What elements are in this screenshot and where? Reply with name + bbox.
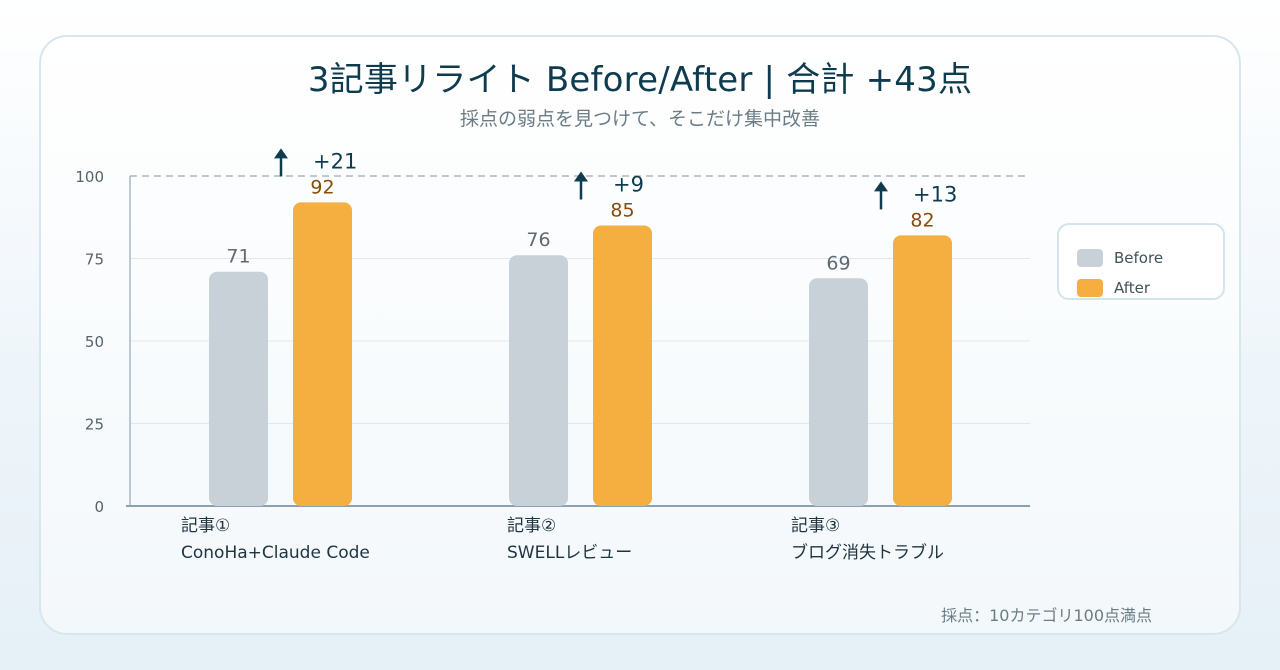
bar-before-1	[209, 271, 268, 506]
bar-after-1	[293, 202, 352, 506]
category-label-2-line1: 記事②	[507, 516, 557, 536]
value-label-after-1: 92	[310, 176, 334, 198]
legend-item-before: Before	[1077, 247, 1163, 269]
category-label-2: 記事② SWELLレビュー	[507, 513, 632, 567]
value-label-after-3: 82	[910, 209, 934, 231]
up-arrow-icon-1	[274, 148, 288, 159]
bar-before-2	[509, 255, 568, 506]
up-arrow-icon-2	[574, 171, 588, 182]
category-label-3-line1: 記事③	[791, 516, 841, 536]
legend-item-after: After	[1077, 277, 1150, 299]
y-tick-label-50: 50	[85, 333, 104, 351]
legend-swatch-after	[1077, 279, 1103, 297]
category-label-1-line1: 記事①	[181, 516, 231, 536]
chart-subtitle: 採点の弱点を見つけて、そこだけ集中改善	[459, 108, 821, 130]
delta-label-3: +13	[913, 182, 957, 206]
y-tick-label-75: 75	[85, 251, 104, 269]
legend-label-before: Before	[1114, 249, 1164, 267]
chart-title: 3記事リライト Before/After | 合計 +43点	[307, 60, 973, 100]
value-label-before-3: 69	[826, 252, 850, 274]
chart-legend: Before After	[1057, 223, 1225, 300]
legend-swatch-before	[1077, 249, 1103, 267]
delta-label-1: +21	[313, 149, 357, 173]
bar-after-3	[893, 235, 952, 506]
category-label-1-line2: ConoHa+Claude Code	[181, 543, 370, 563]
value-label-before-1: 71	[226, 246, 250, 268]
delta-label-2: +9	[613, 173, 644, 197]
value-label-before-2: 76	[526, 229, 550, 251]
y-tick-label-25: 25	[85, 416, 104, 434]
value-label-after-2: 85	[610, 200, 634, 222]
category-label-2-line2: SWELLレビュー	[507, 543, 633, 563]
category-label-3: 記事③ ブログ消失トラブル	[791, 513, 944, 567]
y-tick-label-0: 0	[94, 498, 104, 516]
legend-label-after: After	[1114, 279, 1151, 297]
category-label-3-line2: ブログ消失トラブル	[791, 543, 944, 563]
category-label-1: 記事① ConoHa+Claude Code	[181, 513, 370, 567]
up-arrow-icon-3	[874, 181, 888, 192]
scoring-footnote: 採点：10カテゴリ100点満点	[941, 606, 1152, 625]
bar-before-3	[809, 278, 868, 506]
bar-after-2	[593, 225, 652, 506]
y-tick-label-100: 100	[75, 168, 104, 186]
